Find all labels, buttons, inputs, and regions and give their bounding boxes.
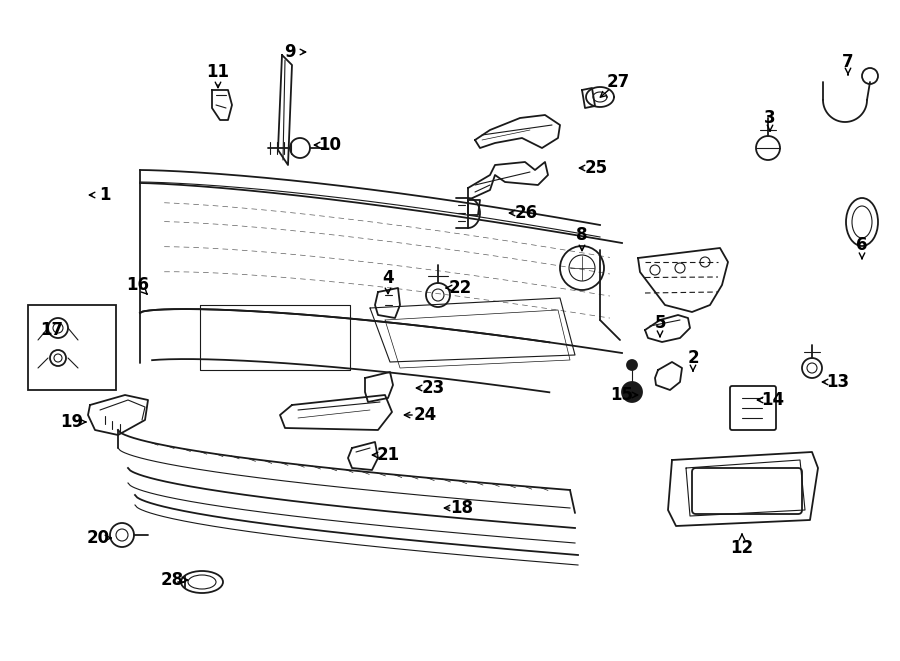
Text: 4: 4 [382, 269, 394, 287]
Text: 21: 21 [376, 446, 400, 464]
Text: 15: 15 [610, 386, 634, 404]
Circle shape [622, 382, 642, 402]
Text: 27: 27 [607, 73, 630, 91]
Text: 14: 14 [761, 391, 785, 409]
Text: 9: 9 [284, 43, 296, 61]
Text: 13: 13 [826, 373, 850, 391]
Text: 26: 26 [515, 204, 537, 222]
Text: 19: 19 [60, 413, 84, 431]
Text: 11: 11 [206, 63, 230, 81]
Text: 22: 22 [448, 279, 472, 297]
Text: 20: 20 [86, 529, 110, 547]
Text: 12: 12 [731, 539, 753, 557]
Text: 24: 24 [413, 406, 436, 424]
Text: 7: 7 [842, 53, 854, 71]
Text: 18: 18 [451, 499, 473, 517]
Text: 28: 28 [160, 571, 184, 589]
Text: 2: 2 [688, 349, 698, 367]
Text: 10: 10 [319, 136, 341, 154]
Text: 8: 8 [576, 226, 588, 244]
Text: 16: 16 [127, 276, 149, 294]
Text: 25: 25 [584, 159, 608, 177]
Text: 1: 1 [99, 186, 111, 204]
Text: 5: 5 [654, 314, 666, 332]
Text: 6: 6 [856, 236, 868, 254]
Text: 3: 3 [764, 109, 776, 127]
Text: 17: 17 [40, 321, 64, 339]
Circle shape [627, 360, 637, 370]
Text: 23: 23 [421, 379, 445, 397]
